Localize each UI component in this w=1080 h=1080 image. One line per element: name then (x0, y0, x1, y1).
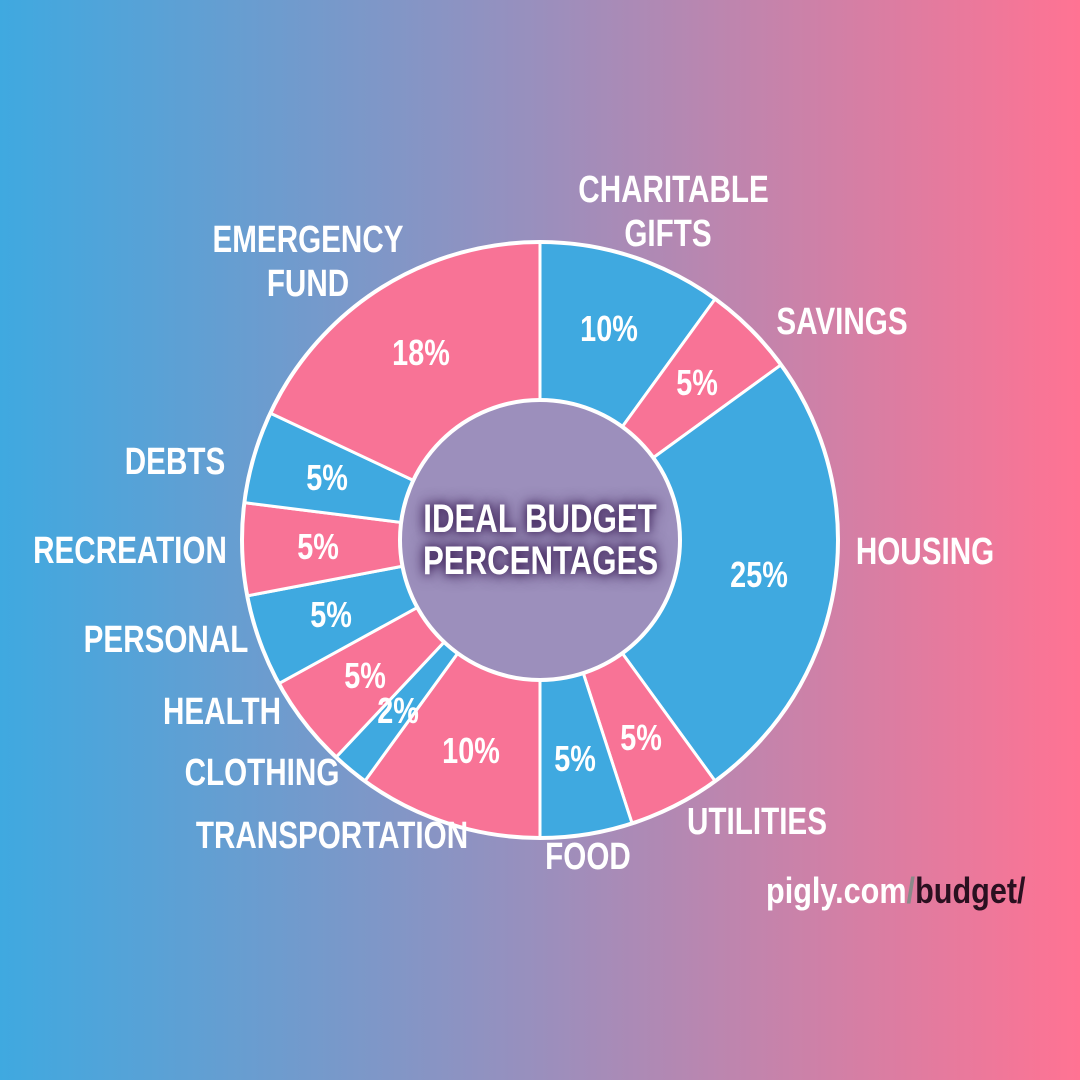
value-label: 18% (392, 331, 450, 373)
donut-outline (240, 240, 840, 840)
footer-site: pigly.com (766, 870, 907, 911)
category-label: SAVINGS (776, 301, 908, 343)
category-label: EMERGENCY FUND (212, 219, 404, 305)
value-label: 5% (310, 594, 352, 636)
category-label: CHARITABLE GIFTS (578, 169, 769, 255)
category-label: RECREATION (33, 530, 227, 572)
category-label: HEALTH (163, 691, 281, 733)
value-label: 5% (343, 655, 386, 697)
footer-path: budget/ (915, 870, 1026, 911)
category-label: UTILITIES (687, 801, 827, 843)
footer: pigly.com/budget/ (766, 870, 1026, 912)
value-label: 5% (297, 525, 339, 567)
footer-separator: / (906, 870, 916, 911)
value-label: 10% (579, 307, 638, 349)
category-label: DEBTS (124, 441, 226, 483)
donut-center (398, 398, 682, 682)
category-label: FOOD (545, 836, 631, 878)
value-label: 5% (619, 716, 662, 758)
value-label: 5% (306, 457, 348, 499)
category-label: HOUSING (855, 531, 995, 573)
value-label: 2% (377, 690, 420, 732)
chart-title: IDEAL BUDGET PERCENTAGES (423, 497, 659, 583)
category-label: CLOTHING (184, 752, 340, 794)
category-label: PERSONAL (83, 619, 249, 661)
value-label: 5% (553, 738, 596, 780)
category-label: TRANSPORTATION (195, 815, 469, 857)
value-label: 25% (730, 553, 789, 595)
value-label: 5% (676, 362, 718, 404)
value-label: 10% (442, 730, 501, 772)
